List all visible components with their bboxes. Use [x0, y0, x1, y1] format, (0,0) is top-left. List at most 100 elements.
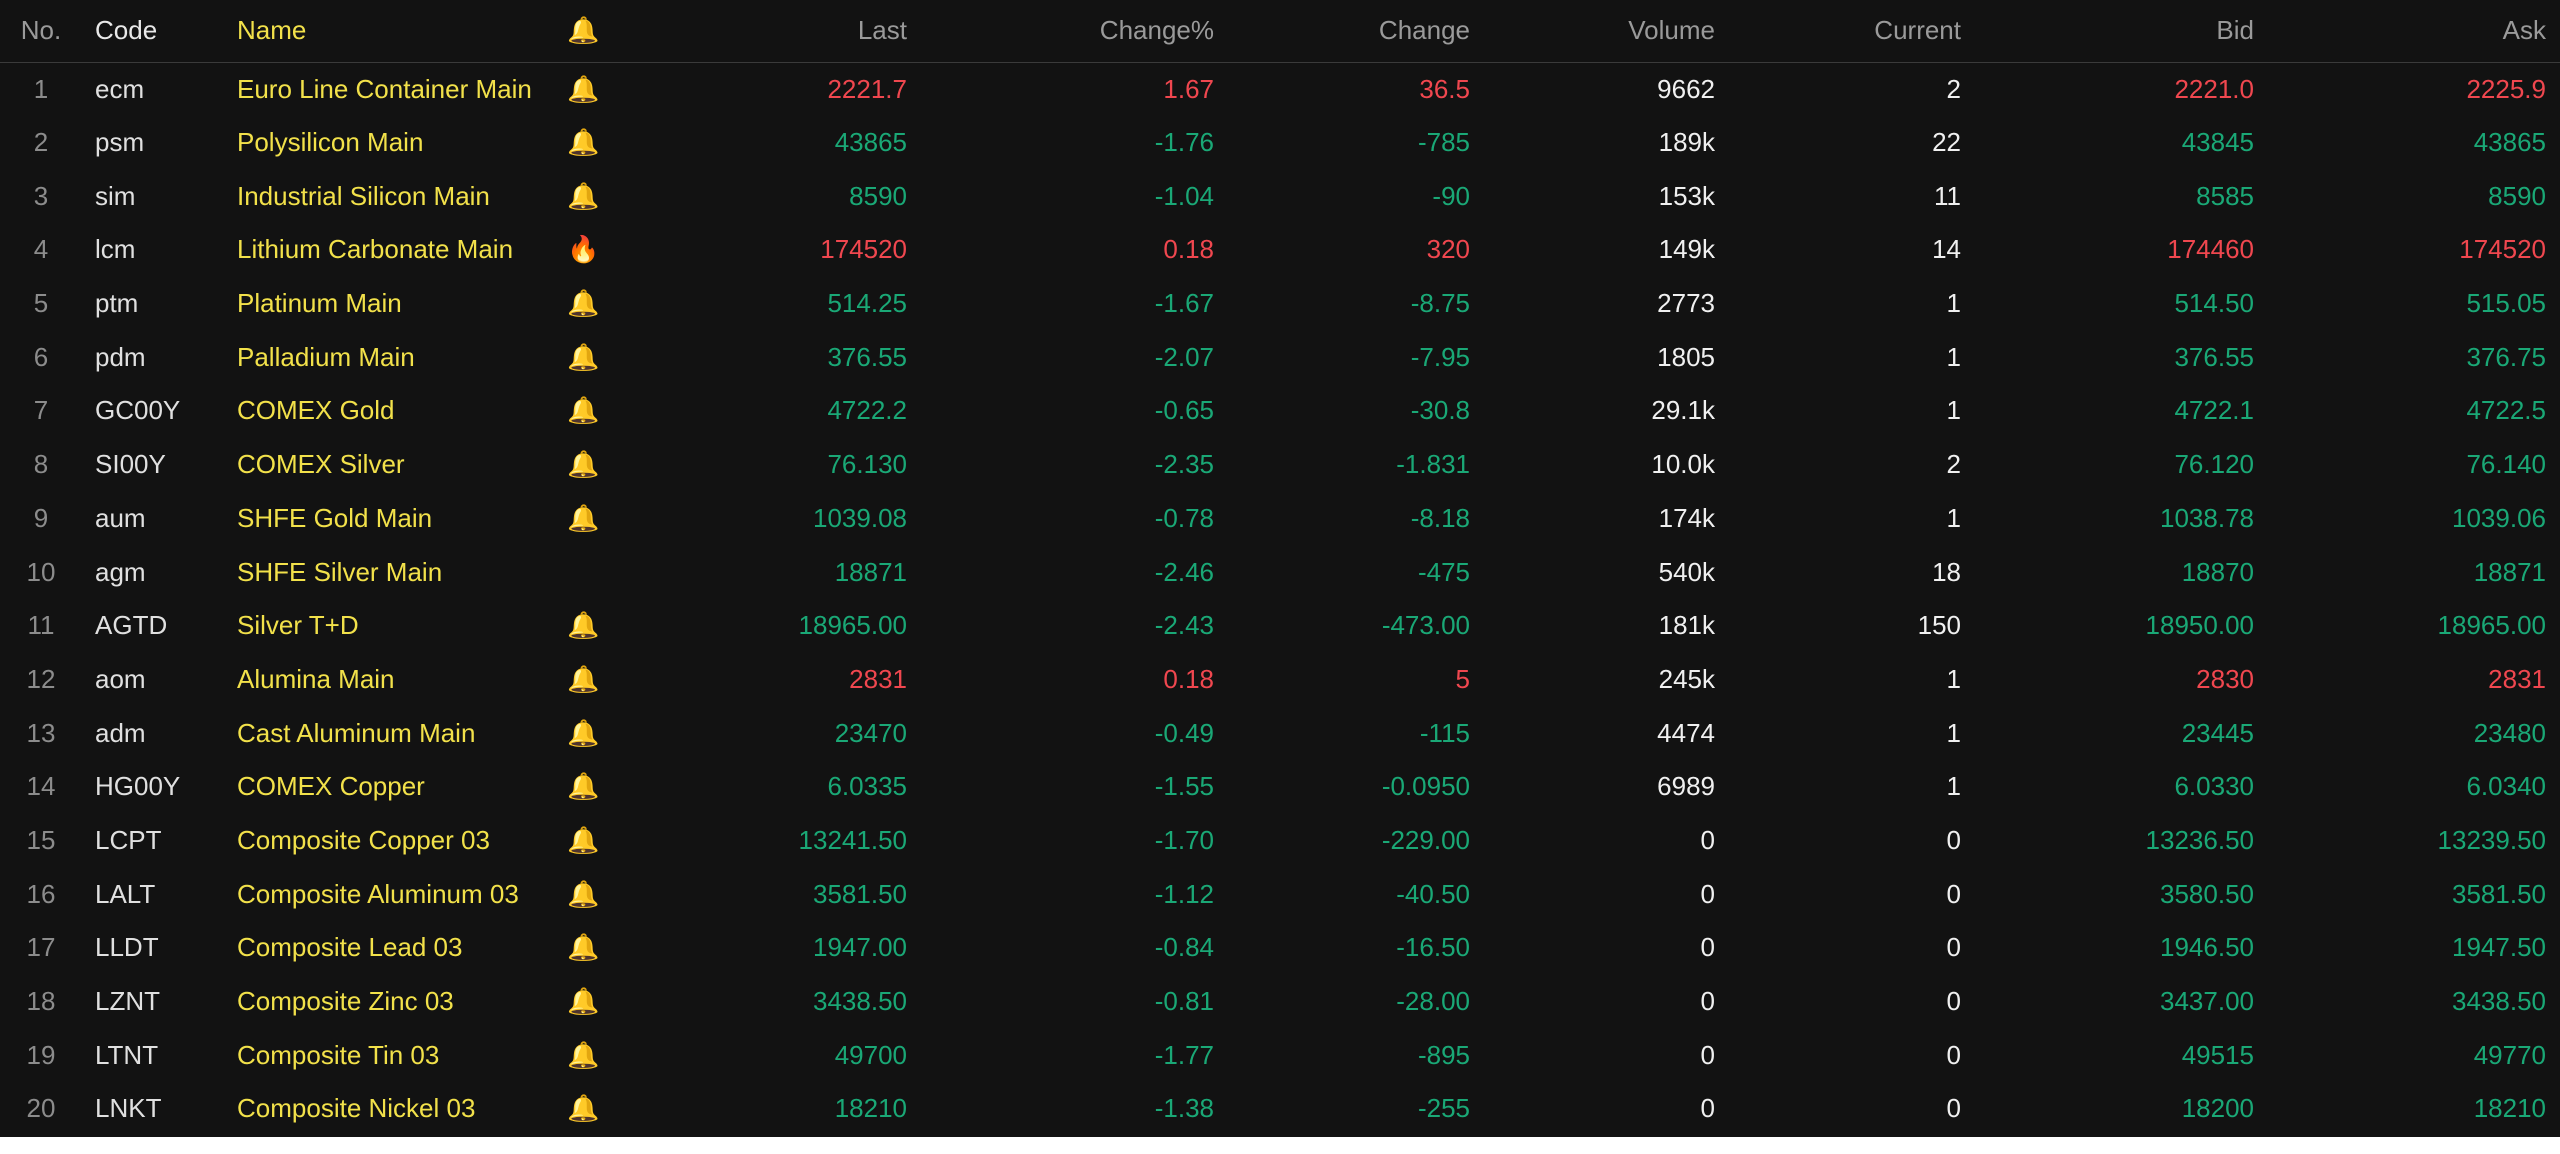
row-change: -7.95: [1410, 341, 1470, 372]
row-current: 0: [1946, 932, 1961, 963]
bell-icon[interactable]: 🔔: [567, 824, 600, 855]
table-row[interactable]: 14 HG00Y COMEX Copper 🔔 6.0335 -1.55 -0.0950 69…: [0, 760, 2560, 814]
bell-icon[interactable]: 🔔: [567, 878, 600, 909]
bell-icon[interactable]: 🔔: [567, 395, 600, 426]
header-current[interactable]: Current: [1715, 0, 1961, 63]
fire-icon[interactable]: 🔥: [567, 234, 600, 265]
row-current: 1: [1946, 502, 1961, 533]
row-last: 2831: [849, 663, 907, 694]
table-row[interactable]: 15 LCPT Composite Copper 03 🔔 13241.50 -1.70 -…: [0, 814, 2560, 868]
row-last: 174520: [820, 234, 907, 265]
table-row[interactable]: 13 adm Cast Aluminum Main 🔔 23470 -0.49 -115 44…: [0, 706, 2560, 760]
bell-icon[interactable]: 🔔: [567, 449, 600, 480]
table-row[interactable]: 10 agm SHFE Silver Main 18871 -2.46 -475 540k 1…: [0, 545, 2560, 599]
table-row[interactable]: 9 aum SHFE Gold Main 🔔 1039.08 -0.78 -8.18 174k…: [0, 492, 2560, 546]
row-volume: 0: [1700, 1039, 1715, 1070]
row-name: COMEX Copper: [237, 771, 425, 802]
header-name[interactable]: Name: [235, 0, 565, 63]
header-last[interactable]: Last: [665, 0, 907, 63]
bell-icon[interactable]: 🔔: [567, 663, 600, 694]
table-row[interactable]: 4 lcm Lithium Carbonate Main 🔥 174520 0.18 320…: [0, 223, 2560, 277]
row-last: 49700: [834, 1039, 907, 1070]
bell-icon[interactable]: 🔔: [567, 502, 600, 533]
row-volume: 9662: [1657, 73, 1715, 104]
row-code: lcm: [95, 234, 136, 265]
row-no: 10: [26, 556, 56, 587]
header-volume[interactable]: Volume: [1470, 0, 1715, 63]
bell-icon[interactable]: 🔔: [567, 180, 600, 211]
row-name: Euro Line Container Main: [237, 73, 532, 104]
bell-icon[interactable]: 🔔: [567, 986, 600, 1017]
header-no[interactable]: No.: [0, 0, 82, 63]
table-row[interactable]: 11 AGTD Silver T+D 🔔 18965.00 -2.43 -473.00 181…: [0, 599, 2560, 653]
row-ask: 76.140: [2466, 449, 2546, 480]
bell-icon[interactable]: 🔔: [567, 932, 600, 963]
row-volume: 174k: [1658, 502, 1715, 533]
table-row[interactable]: 1 ecm Euro Line Container Main 🔔 2221.7 1.67 3…: [0, 62, 2560, 116]
row-change: -0.0950: [1381, 771, 1470, 802]
row-bid: 23445: [2181, 717, 2254, 748]
table-row[interactable]: 2 psm Polysilicon Main 🔔 43865 -1.76 -785 189k 2…: [0, 116, 2560, 170]
row-change-pct: -0.84: [1154, 932, 1214, 963]
table-row[interactable]: 8 SI00Y COMEX Silver 🔔 76.130 -2.35 -1.831 10.0…: [0, 438, 2560, 492]
row-last: 76.130: [827, 449, 907, 480]
table-row[interactable]: 18 LZNT Composite Zinc 03 🔔 3438.50 -0.81 -28.…: [0, 975, 2560, 1029]
table-row[interactable]: 12 aom Alumina Main 🔔 2831 0.18 5 245k 1 2830 2831: [0, 653, 2560, 707]
bell-icon[interactable]: 🔔: [567, 771, 600, 802]
bell-icon[interactable]: 🔔: [567, 610, 600, 641]
bell-icon[interactable]: 🔔: [567, 288, 600, 319]
bell-icon[interactable]: 🔔: [567, 1093, 600, 1124]
bell-icon[interactable]: 🔔: [567, 73, 600, 104]
table-row[interactable]: 3 sim Industrial Silicon Main 🔔 8590 -1.04 -90…: [0, 169, 2560, 223]
bell-icon[interactable]: 🔔: [567, 127, 600, 158]
row-change-pct: -1.67: [1154, 288, 1214, 319]
header-alert-bell-icon[interactable]: 🔔: [565, 0, 665, 63]
header-code[interactable]: Code: [82, 0, 235, 63]
row-last: 376.55: [827, 341, 907, 372]
row-current: 150: [1917, 610, 1961, 641]
row-no: 3: [33, 180, 49, 211]
row-volume: 29.1k: [1651, 395, 1715, 426]
row-name: Composite Lead 03: [237, 932, 463, 963]
row-change-pct: -1.12: [1154, 878, 1214, 909]
table-row[interactable]: 7 GC00Y COMEX Gold 🔔 4722.2 -0.65 -30.8 29.1k 1 4…: [0, 384, 2560, 438]
row-no: 20: [26, 1093, 56, 1124]
row-code: LCPT: [95, 824, 162, 855]
table-row[interactable]: 6 pdm Palladium Main 🔔 376.55 -2.07 -7.95 1805 1…: [0, 330, 2560, 384]
alert-slot[interactable]: [565, 545, 665, 599]
row-no: 17: [26, 932, 56, 963]
row-bid: 18950.00: [2145, 610, 2254, 641]
table-row[interactable]: 16 LALT Composite Aluminum 03 🔔 3581.50 -1.12…: [0, 867, 2560, 921]
header-ask[interactable]: Ask: [2254, 0, 2560, 63]
row-current: 1: [1946, 771, 1961, 802]
table-row[interactable]: 5 ptm Platinum Main 🔔 514.25 -1.67 -8.75 2773 1 5…: [0, 277, 2560, 331]
table-row[interactable]: 20 LNKT Composite Nickel 03 🔔 18210 -1.38 -255…: [0, 1082, 2560, 1136]
row-ask: 8590: [2488, 180, 2546, 211]
table-row[interactable]: 17 LLDT Composite Lead 03 🔔 1947.00 -0.84 -16.…: [0, 921, 2560, 975]
row-name: Industrial Silicon Main: [237, 180, 490, 211]
row-bid: 49515: [2181, 1039, 2254, 1070]
row-volume: 153k: [1658, 180, 1715, 211]
table-row[interactable]: 19 LTNT Composite Tin 03 🔔 49700 -1.77 -895 0 0 4…: [0, 1028, 2560, 1082]
header-change[interactable]: Change: [1214, 0, 1470, 63]
row-current: 1: [1946, 341, 1961, 372]
row-change-pct: -2.35: [1154, 449, 1214, 480]
row-bid: 18870: [2181, 556, 2254, 587]
bell-icon[interactable]: 🔔: [567, 341, 600, 372]
row-ask: 4722.5: [2466, 395, 2546, 426]
row-last: 514.25: [827, 288, 907, 319]
row-current: 0: [1946, 986, 1961, 1017]
row-last: 4722.2: [827, 395, 907, 426]
row-current: 1: [1946, 288, 1961, 319]
row-change-pct: -1.38: [1154, 1093, 1214, 1124]
row-name: SHFE Silver Main: [237, 556, 443, 587]
row-volume: 540k: [1658, 556, 1715, 587]
row-name: COMEX Silver: [237, 449, 405, 480]
bell-icon[interactable]: 🔔: [567, 717, 600, 748]
bell-icon[interactable]: 🔔: [567, 1039, 600, 1070]
header-bid[interactable]: Bid: [1961, 0, 2254, 63]
row-code: sim: [95, 180, 136, 211]
header-change-pct[interactable]: Change%: [907, 0, 1214, 63]
row-no: 18: [26, 986, 56, 1017]
